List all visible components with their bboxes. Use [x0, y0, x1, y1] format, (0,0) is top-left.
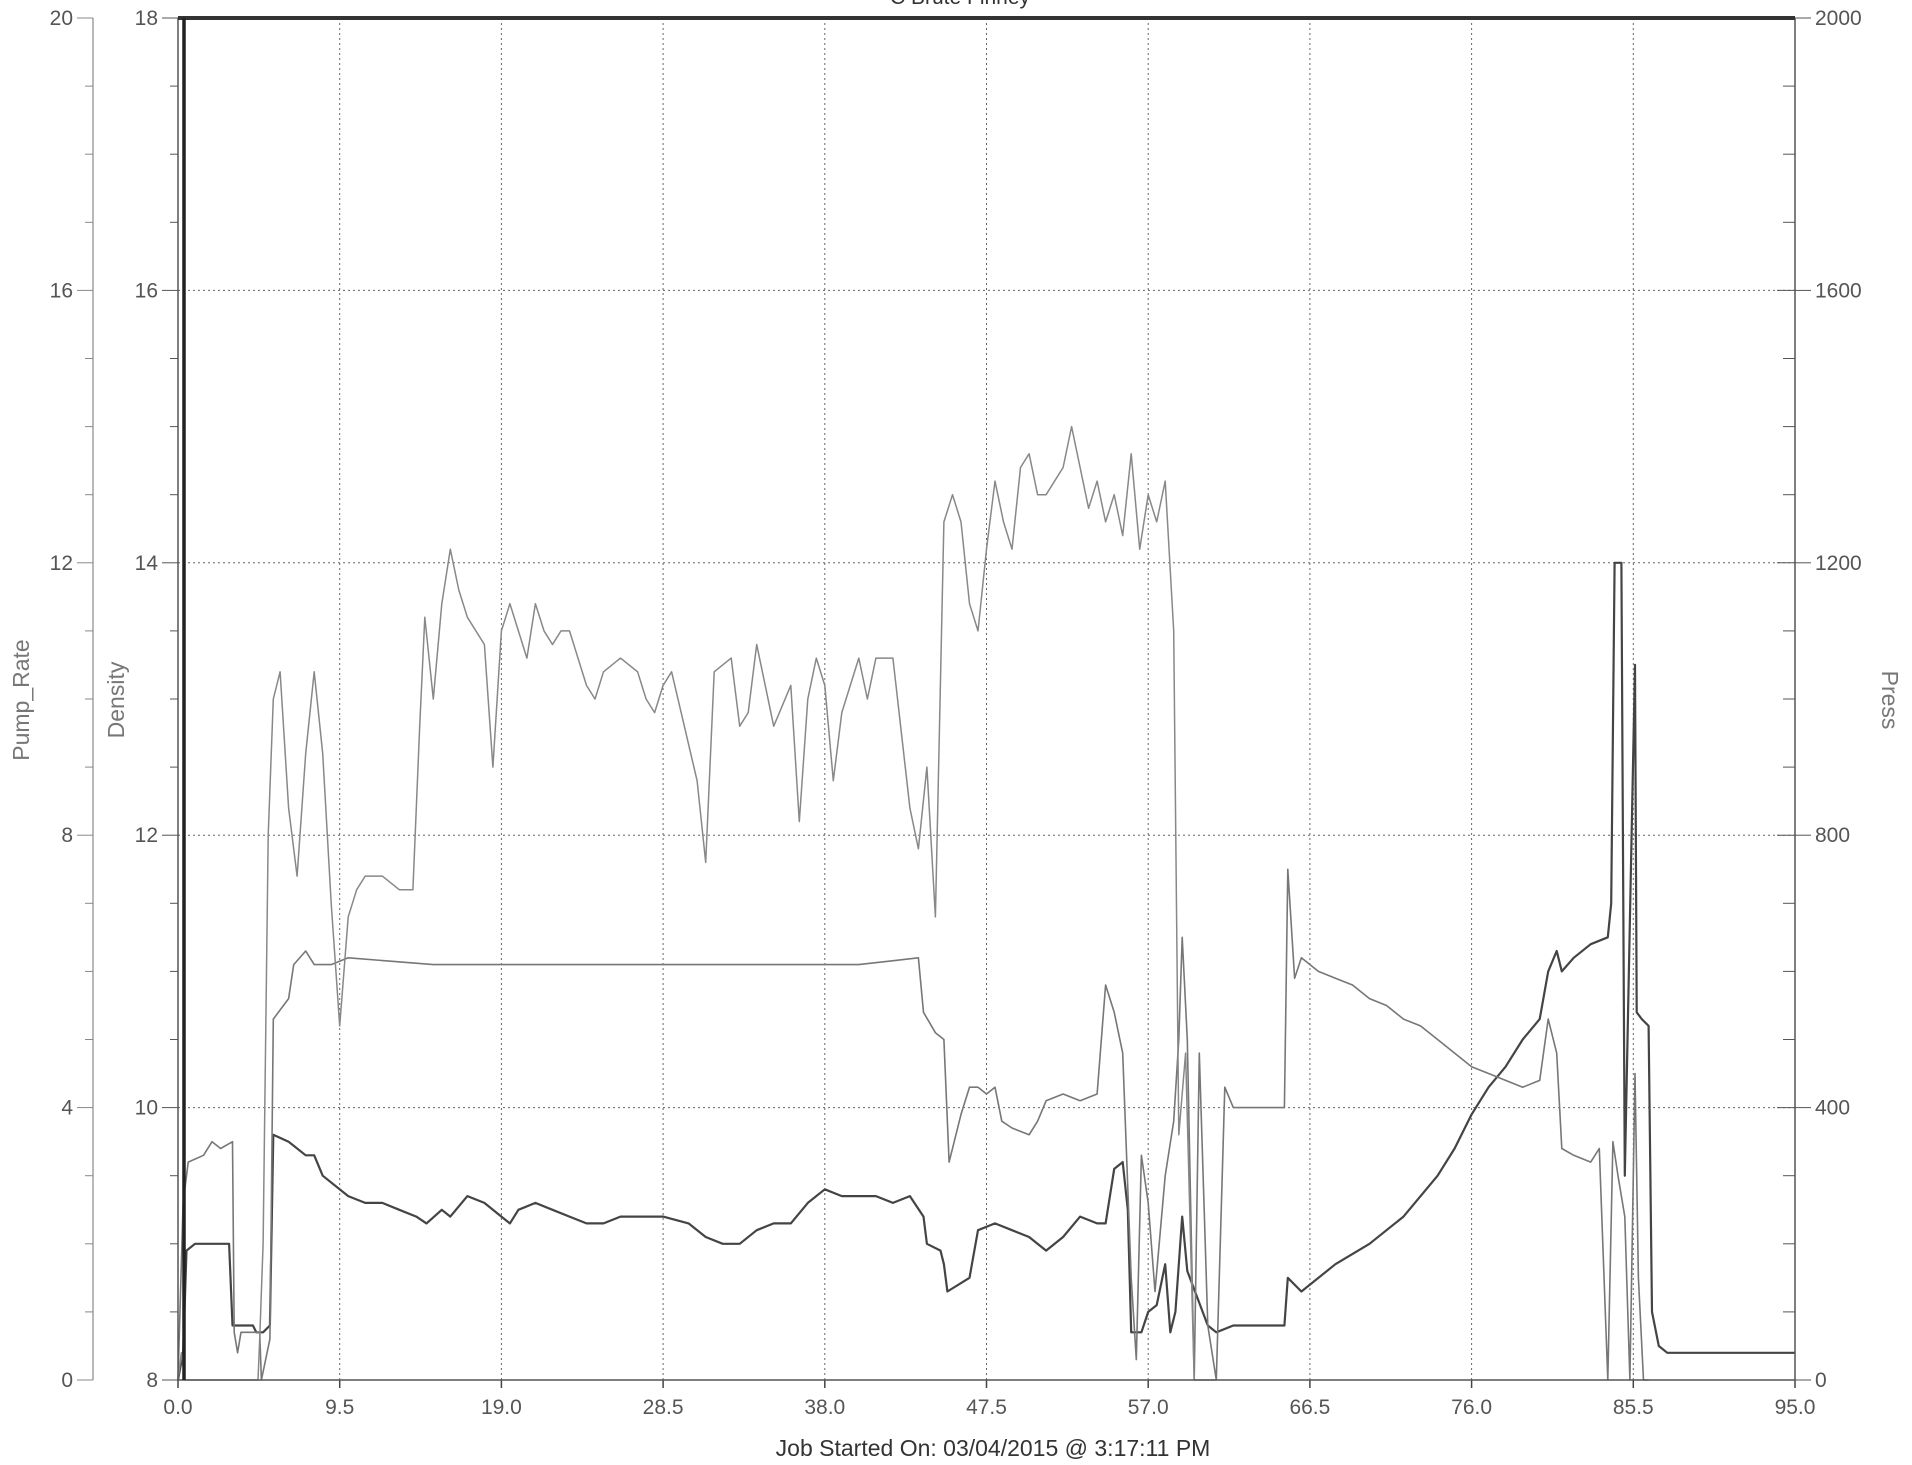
x-tick-label: 38.0: [804, 1396, 845, 1419]
series-line-1: [177, 868, 1649, 1381]
x-tick-label: 76.0: [1451, 1396, 1492, 1419]
x-tick-label: 57.0: [1128, 1396, 1169, 1419]
x-tick-label: 95.0: [1775, 1396, 1816, 1419]
pump-rate-tick-label: 20: [50, 7, 73, 30]
x-tick-label: 85.5: [1613, 1396, 1654, 1419]
press-tick-label: 1200: [1815, 552, 1862, 575]
minor-ticks: [77, 17, 1795, 1381]
density-tick-label: 12: [135, 824, 158, 847]
density-tick-label: 14: [135, 552, 159, 575]
series-line-2: [177, 425, 1217, 1381]
series-layer: [176, 425, 1795, 1381]
pump-rate-tick-label: 12: [50, 552, 73, 575]
density-tick-label: 18: [135, 7, 158, 30]
density-tick-label: 16: [135, 279, 158, 302]
pump-rate-tick-label: 4: [61, 1097, 73, 1120]
press-tick-label: 0: [1815, 1369, 1827, 1392]
press-tick-label: 400: [1815, 1097, 1850, 1120]
x-tick-label: 47.5: [966, 1396, 1007, 1419]
x-tick-label: 9.5: [325, 1396, 354, 1419]
x-tick-label: 66.5: [1289, 1396, 1330, 1419]
pump-rate-tick-label: 16: [50, 279, 73, 302]
density-tick-label: 10: [135, 1097, 158, 1120]
x-axis-title: Job Started On: 03/04/2015 @ 3:17:11 PM: [776, 1435, 1211, 1461]
series-line-0: [176, 561, 1795, 1381]
pump-rate-tick-label: 8: [61, 824, 73, 847]
pump-rate-axis-title: Pump_Rate: [8, 639, 34, 760]
chart-title: C Brute Finney: [890, 0, 1031, 9]
press-tick-label: 2000: [1815, 7, 1862, 30]
x-tick-label: 0.0: [163, 1396, 192, 1419]
press-tick-label: 800: [1815, 824, 1850, 847]
x-tick-label: 19.0: [481, 1396, 522, 1419]
density-tick-label: 8: [146, 1369, 158, 1392]
density-axis-title: Density: [103, 661, 129, 738]
press-tick-label: 1600: [1815, 279, 1862, 302]
axes-layer: 0.0 9.5 19.0 28.5 38.0 47.5 57.0 66.5 76.0 85.5 95…: [50, 7, 1862, 1419]
press-axis-title: Press: [1877, 671, 1903, 730]
pump-rate-tick-label: 0: [61, 1369, 73, 1392]
x-tick-label: 28.5: [643, 1396, 684, 1419]
